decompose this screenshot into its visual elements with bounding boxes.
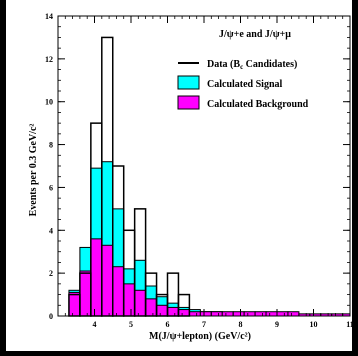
background-bar (156, 304, 169, 317)
axes-layer: 4 5 6 7 8 9 10 11 0 2 4 6 8 10 12 14 (45, 12, 354, 329)
y-tick-label: 6 (49, 183, 53, 192)
background-bar (145, 298, 158, 317)
background-bar (221, 311, 234, 317)
background-bar (276, 311, 289, 317)
background-bar (177, 309, 190, 317)
legend-swatch-signal (177, 75, 200, 90)
background-bar (167, 306, 179, 317)
legend-label-signal: Calculated Signal (207, 79, 283, 90)
x-tick-label: 4 (93, 320, 97, 329)
legend-header: J/ψ+e and J/ψ+μ (219, 29, 291, 40)
background-bar (265, 311, 278, 317)
y-tick-label: 0 (49, 312, 53, 321)
background-bar (232, 311, 245, 317)
x-axis-label: M(J/ψ+lepton) (GeV/c²) (149, 331, 251, 342)
legend-label-background: Calculated Background (207, 99, 309, 110)
legend-label-data-main: Data (B (207, 59, 240, 70)
background-bar (134, 289, 147, 317)
background-bar (254, 311, 267, 317)
background-bar (210, 311, 223, 317)
background-bar (188, 311, 201, 317)
background-bar (68, 291, 81, 317)
background-bar (90, 238, 103, 317)
x-tick-label: 7 (202, 320, 206, 329)
x-tick-label: 11 (346, 320, 354, 329)
legend-label-data-subscript: c (240, 63, 243, 71)
legend: J/ψ+e and J/ψ+μ Data (Bc Candidates) Cal… (177, 29, 309, 110)
background-bar (101, 244, 114, 317)
legend-label-data: Data (Bc Candidates) (207, 59, 297, 71)
x-tick-label: 6 (166, 320, 170, 329)
y-tick-label: 10 (45, 98, 53, 107)
x-tick-label: 9 (275, 320, 279, 329)
background-bar (243, 311, 256, 317)
x-tick-label: 10 (310, 320, 318, 329)
legend-label-data-tail: Candidates) (243, 59, 297, 70)
background-bar (199, 311, 212, 317)
y-tick-label: 4 (49, 226, 53, 235)
background-bar (112, 266, 125, 317)
y-tick-label: 12 (45, 55, 53, 64)
x-tick-label: 5 (129, 320, 133, 329)
background-bar (79, 270, 92, 317)
background-bar (287, 311, 300, 317)
legend-swatch-background (177, 95, 200, 110)
y-tick-label: 14 (45, 12, 53, 21)
background-bar (123, 283, 136, 317)
y-tick-label: 2 (49, 269, 53, 278)
x-tick-label: 8 (239, 320, 243, 329)
y-tick-label: 8 (49, 141, 53, 150)
y-axis-label: Events per 0.3 GeV/c² (28, 124, 39, 217)
